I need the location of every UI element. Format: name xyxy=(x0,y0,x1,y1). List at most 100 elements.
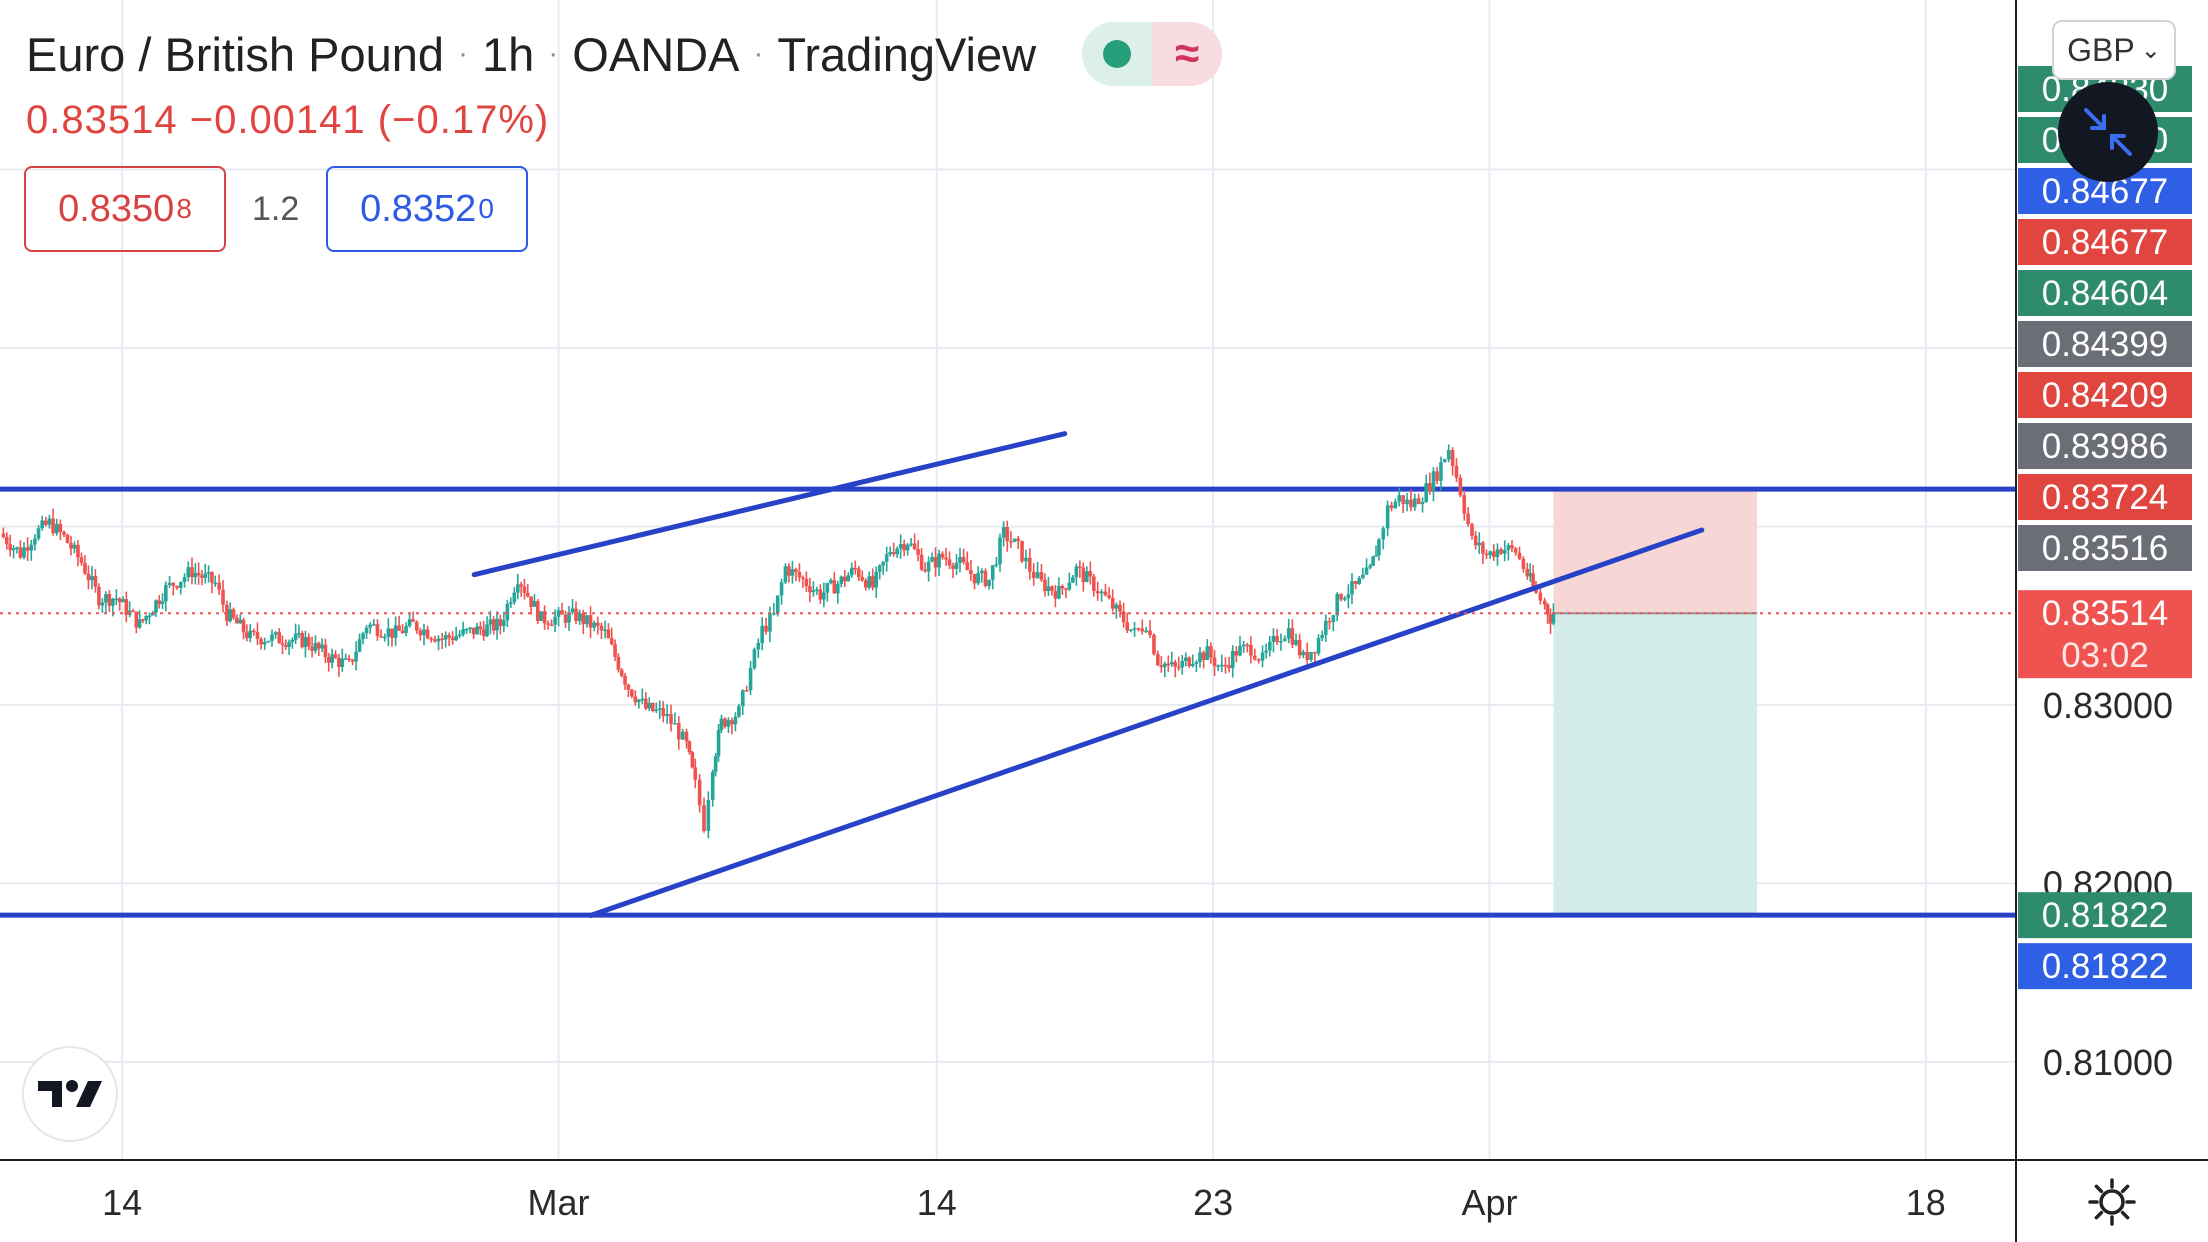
candle-up xyxy=(1286,628,1291,639)
symbol-name[interactable]: Euro / British Pound xyxy=(26,27,444,81)
candle-up xyxy=(144,615,148,621)
interval[interactable]: 1h xyxy=(482,27,535,81)
candle-up xyxy=(1528,573,1532,577)
candle-up xyxy=(994,564,999,566)
candle-up xyxy=(1331,615,1336,622)
candle-up xyxy=(47,518,52,525)
candle-down xyxy=(723,718,727,727)
wave-icon: ≈ xyxy=(1152,22,1223,86)
candle-down xyxy=(546,623,550,625)
candle-down xyxy=(693,767,698,780)
candle-up xyxy=(164,585,168,602)
candle-down xyxy=(856,568,861,578)
price-tag-label: 0.84604 xyxy=(2042,274,2169,313)
candle-up xyxy=(443,635,448,640)
candle-down xyxy=(1499,549,1503,554)
candle-down xyxy=(902,544,906,551)
candle-down xyxy=(1450,449,1455,466)
candle-down xyxy=(76,544,80,558)
candle-down xyxy=(794,569,798,572)
candle-down xyxy=(832,580,837,594)
candle-up xyxy=(160,601,165,605)
candle-up xyxy=(1412,498,1417,508)
candle-down xyxy=(1481,542,1485,554)
price-scale[interactable]: 0.830000.820000.810000.848300.847500.846… xyxy=(2018,66,2192,1083)
candle-up xyxy=(1488,551,1492,556)
candle-down xyxy=(1339,593,1343,600)
candle-up xyxy=(760,625,764,643)
candle-up xyxy=(436,638,441,642)
candle-up xyxy=(266,640,271,643)
price-tag xyxy=(2018,474,2192,520)
price-tag xyxy=(2018,892,2192,939)
candle-down xyxy=(596,622,600,626)
candle-up xyxy=(1309,651,1313,660)
candle-down xyxy=(1212,657,1217,667)
x-tick-label: 23 xyxy=(1193,1182,1233,1223)
sell-button[interactable]: 0.8350 8 xyxy=(24,166,226,252)
candle-up xyxy=(1506,545,1511,551)
candle-up xyxy=(228,609,233,622)
candle-down xyxy=(965,562,970,571)
market-status-pill[interactable]: ≈ xyxy=(1082,22,1223,86)
candle-down xyxy=(808,586,812,593)
candle-up xyxy=(937,553,941,568)
tradingview-logo[interactable] xyxy=(22,1046,118,1142)
candle-up xyxy=(488,619,493,625)
candle-up xyxy=(1405,499,1409,505)
candle-up xyxy=(716,730,721,757)
candle-up xyxy=(1260,652,1265,661)
candle-up xyxy=(1381,528,1386,540)
candle-down xyxy=(252,630,256,633)
stop-loss-zone xyxy=(1553,489,1758,614)
candle-down xyxy=(379,635,383,638)
candle-down xyxy=(440,638,444,641)
candle-down xyxy=(687,741,692,753)
candle-down xyxy=(1545,604,1550,615)
candle-up xyxy=(532,601,537,607)
candle-down xyxy=(190,567,194,578)
candle-down xyxy=(79,557,84,563)
candle-down xyxy=(491,619,496,631)
candle-down xyxy=(1187,657,1192,667)
x-tick-label: 18 xyxy=(1906,1182,1946,1223)
candle-down xyxy=(62,531,66,535)
candle-up xyxy=(72,544,77,549)
candle-down xyxy=(542,611,547,624)
price-change-line: 0.83514 −0.00141 (−0.17%) xyxy=(26,98,549,143)
candle-up xyxy=(1194,662,1199,664)
candle-up xyxy=(1074,566,1079,578)
candle-down xyxy=(563,614,568,623)
candle-down xyxy=(255,632,260,639)
time-scale[interactable]: 14 Mar 14 23 Apr 18 xyxy=(102,1182,1946,1223)
candle-down xyxy=(117,598,122,603)
candle-down xyxy=(1028,557,1032,572)
candle-down xyxy=(944,557,948,560)
horizontal-lines[interactable] xyxy=(0,486,2016,918)
candle-up xyxy=(1477,542,1482,546)
y-tick-label: 0.83000 xyxy=(2043,685,2173,726)
candle-up xyxy=(1198,652,1202,663)
candle-down xyxy=(221,589,225,605)
candle-up xyxy=(407,619,412,627)
candle-up xyxy=(1294,639,1298,645)
candle-up xyxy=(1368,565,1372,568)
candle-up xyxy=(874,571,879,588)
candle-up xyxy=(976,572,980,584)
candle-up xyxy=(1268,641,1272,651)
collapse-arrows-icon[interactable] xyxy=(2058,82,2158,182)
header-separator: · xyxy=(753,37,764,70)
candle-up xyxy=(386,628,391,637)
candle-down xyxy=(863,580,868,588)
candle-down xyxy=(316,642,321,649)
trend-lines[interactable] xyxy=(471,431,1705,919)
candle-down xyxy=(1118,604,1122,612)
buy-button[interactable]: 0.8352 0 xyxy=(326,166,528,252)
currency-selector[interactable]: GBP ⌄ xyxy=(2052,20,2176,80)
gear-icon[interactable] xyxy=(2086,1176,2138,1228)
candle-down xyxy=(1,533,6,538)
candle-up xyxy=(665,713,669,717)
candle-up xyxy=(1439,462,1443,481)
candle-up xyxy=(137,619,142,628)
